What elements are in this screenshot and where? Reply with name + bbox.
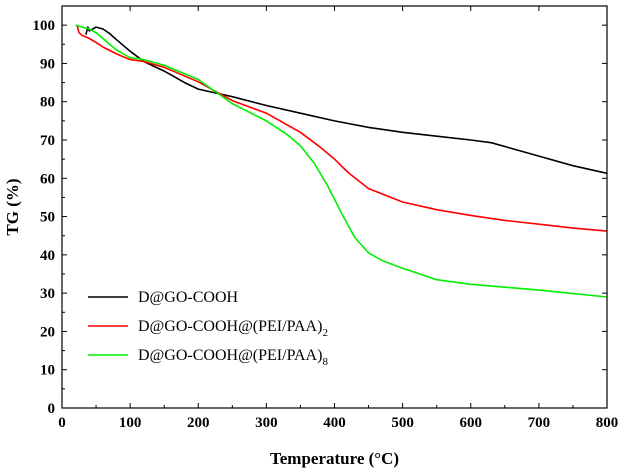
y-tick-label: 50 [40, 210, 55, 226]
x-tick-label: 400 [323, 415, 346, 431]
legend-label-2: D@GO-COOH@(PEI/PAA)2 [138, 318, 328, 339]
y-tick-label: 70 [40, 133, 55, 149]
y-tick-label: 80 [40, 95, 55, 111]
series-line-3 [75, 24, 608, 298]
x-axis-title: Temperature (°C) [270, 449, 399, 468]
x-tick-label: 0 [58, 415, 66, 431]
legend: D@GO-COOH D@GO-COOH@(PEI/PAA)2 D@GO-COOH@(… [88, 289, 328, 368]
axes: 0 100 200 300 400 500 600 700 800 0 10 20 30 40 50 60 70… [33, 5, 619, 431]
x-tick-label: 700 [528, 415, 551, 431]
x-tick-label: 300 [255, 415, 278, 431]
x-tick-label: 100 [119, 415, 142, 431]
x-tick-label: 200 [187, 415, 210, 431]
legend-subscript-3: 8 [322, 356, 328, 368]
series-lines [75, 24, 608, 298]
y-tick-label: 30 [40, 286, 55, 302]
x-tick-label: 600 [460, 415, 483, 431]
y-tick-label: 60 [40, 171, 55, 187]
y-tick-label: 40 [40, 248, 55, 264]
y-tick-label: 90 [40, 56, 55, 72]
y-tick-label: 10 [40, 363, 55, 379]
series-line-1 [85, 26, 608, 175]
y-axis-title: TG (%) [3, 178, 22, 235]
x-tick-label: 500 [391, 415, 414, 431]
legend-label-3: D@GO-COOH@(PEI/PAA)8 [138, 347, 328, 368]
y-tick-label: 100 [33, 18, 56, 34]
legend-subscript-2: 2 [322, 327, 328, 339]
series-line-2 [76, 24, 608, 232]
x-tick-label: 800 [596, 415, 619, 431]
y-tick-label: 0 [48, 401, 56, 417]
legend-label-1: D@GO-COOH [138, 289, 239, 306]
y-tick-label: 20 [40, 324, 55, 340]
